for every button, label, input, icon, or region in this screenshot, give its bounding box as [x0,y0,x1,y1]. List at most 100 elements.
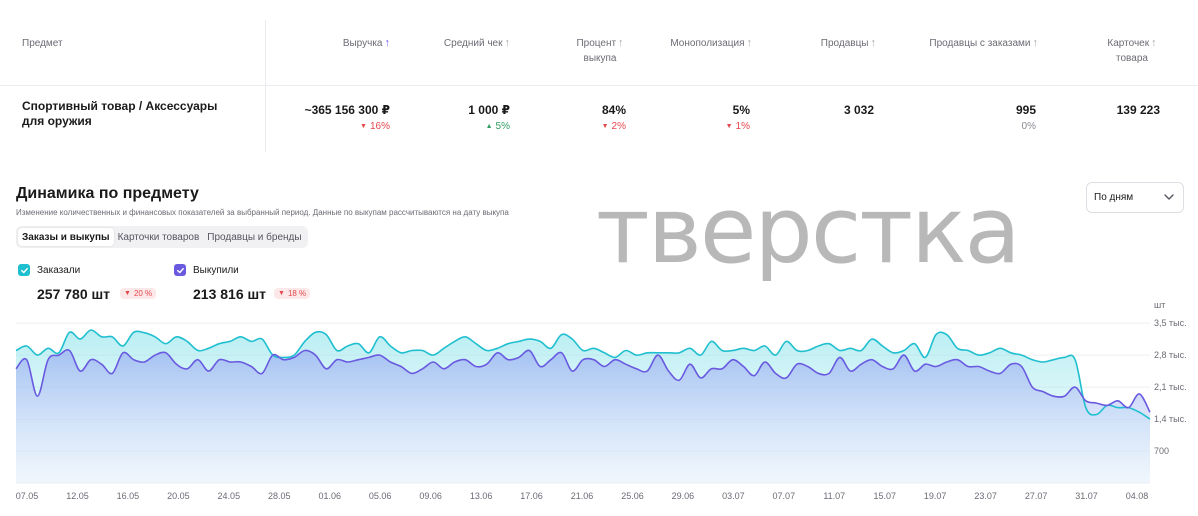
x-tick-label: 27.07 [1025,491,1048,501]
series-line-buyouts[interactable] [15,349,1151,413]
tab-sellers-brands[interactable]: Продавцы и бренды [207,232,302,243]
y-unit-label: шт [1154,300,1165,310]
header-buyout[interactable]: Процент ↑ выкупа [570,37,630,65]
check-icon [20,267,28,273]
x-tick-label: 29.06 [672,491,695,501]
header-sellers-with-orders-label: Продавцы с заказами [929,38,1031,49]
chart-areas [15,329,1151,483]
column-divider [265,20,266,152]
checkbox-buyouts[interactable] [174,264,186,276]
dynamics-chart[interactable]: 3,5 тыс. 2,8 тыс. 2,1 тыс. 1,4 тыс. 700 шт 07… [0,300,1198,516]
y-tick-label: 3,5 тыс. [1154,318,1187,328]
revenue-change: ▼ 16% [330,121,390,132]
header-cards-label: Карточек [1107,38,1150,49]
period-select-value: По дням [1094,192,1134,203]
sort-arrow-icon[interactable]: ↑ [384,37,391,49]
header-subject[interactable]: Предмет [22,37,63,50]
x-tick-label: 17.06 [520,491,543,501]
x-tick-label: 15.07 [873,491,896,501]
buyouts-change-badge: ▼ 18 % [274,288,311,299]
header-revenue[interactable]: Выручка ↑ [320,37,390,50]
revenue-change-value: 16% [369,121,390,132]
x-tick-label: 07.07 [773,491,796,501]
down-triangle-icon: ▼ [278,290,285,297]
checkbox-orders[interactable] [18,264,30,276]
x-tick-label: 05.06 [369,491,392,501]
x-tick-label: 12.05 [66,491,89,501]
monopolization-value: 5% [732,103,750,117]
x-tick-label: 25.06 [621,491,644,501]
x-tick-label: 07.05 [16,491,39,501]
sort-arrow-icon[interactable]: ↑ [1032,37,1039,49]
x-tick-label: 11.07 [823,491,845,501]
avg-check-change-value: 5% [495,121,510,132]
down-triangle-icon: ▼ [725,123,733,130]
header-sellers[interactable]: Продавцы ↑ [790,37,876,50]
buyout-change-value: 2% [611,121,626,132]
header-revenue-label: Выручка [342,38,383,49]
x-tick-label: 31.07 [1075,491,1098,501]
header-avg-check[interactable]: Средний чек ↑ [420,37,510,50]
legend-orders[interactable]: Заказали [18,264,80,276]
header-buyout-label-line2: выкупа [583,53,617,64]
orders-change-value: 20 % [133,289,153,298]
watermark-logo: тверстка [596,177,1021,284]
x-tick-label: 13.06 [470,491,493,501]
section-title: Динамика по предмету [16,185,199,202]
section-description: Изменение количественных и финансовых по… [16,208,509,217]
buyouts-change-value: 18 % [287,289,307,298]
x-tick-label: 28.05 [268,491,291,501]
tab-orders-buyouts[interactable]: Заказы и выкупы [18,228,114,246]
header-buyout-label: Процент [576,38,617,49]
down-triangle-icon: ▼ [601,123,609,130]
period-select[interactable]: По дням [1086,182,1184,213]
header-avg-check-label: Средний чек [443,38,503,49]
sort-arrow-icon[interactable]: ↑ [746,37,753,49]
chart-tabs: Заказы и выкупы Карточки товаров Продавц… [16,226,308,248]
avg-check-change: ▲ 5% [450,121,510,132]
revenue-value: ~365 156 300 ₽ [304,103,390,117]
y-tick-label: 700 [1154,446,1169,456]
up-triangle-icon: ▲ [485,123,493,130]
sort-arrow-icon[interactable]: ↑ [1151,37,1157,49]
sellers-with-orders-change: 0% [1021,121,1036,132]
x-tick-label: 16.05 [117,491,140,501]
x-tick-label: 03.07 [722,491,745,501]
legend-buyouts[interactable]: Выкупили [174,264,239,276]
buyouts-total: 213 816 шт [193,286,267,302]
subject-table: Предмет Выручка ↑ Средний чек ↑ Процент ↑ в… [0,0,1198,152]
subject-name[interactable]: Спортивный товар / Аксессуары для оружия [22,99,218,128]
y-axis: 3,5 тыс. 2,8 тыс. 2,1 тыс. 1,4 тыс. 700 шт [1154,300,1187,456]
x-tick-label: 24.05 [218,491,241,501]
x-tick-label: 23.07 [974,491,997,501]
x-tick-label: 04.08 [1126,491,1149,501]
series-area-buyouts [16,349,1150,483]
x-tick-label: 19.07 [924,491,947,501]
x-tick-label: 20.05 [167,491,190,501]
sort-arrow-icon[interactable]: ↑ [504,37,511,49]
x-tick-label: 21.06 [571,491,594,501]
avg-check-value: 1 000 ₽ [468,103,510,117]
header-cards[interactable]: Карточек ↑ товара [1100,37,1164,65]
header-sellers-label: Продавцы [820,38,869,49]
legend-buyouts-label: Выкупили [193,264,239,276]
cards-value: 139 223 [1116,103,1160,117]
x-tick-label: 01.06 [318,491,341,501]
header-monopolization-label: Монополизация [670,38,745,49]
sort-arrow-icon[interactable]: ↑ [870,37,877,49]
header-sellers-with-orders[interactable]: Продавцы с заказами ↑ [900,37,1038,50]
sellers-with-orders-value: 995 [1015,103,1036,117]
sort-arrow-icon[interactable]: ↑ [618,37,624,49]
series-line-orders[interactable] [15,329,1151,420]
y-tick-label: 2,8 тыс. [1154,350,1187,360]
x-tick-label: 09.06 [419,491,442,501]
tab-product-cards[interactable]: Карточки товаров [117,232,200,243]
down-triangle-icon: ▼ [360,123,367,130]
orders-change-badge: ▼ 20 % [120,288,157,299]
down-triangle-icon: ▼ [124,290,131,297]
header-monopolization[interactable]: Монополизация ↑ [650,37,752,50]
monopolization-change: ▼ 1% [690,121,750,132]
y-tick-label: 2,1 тыс. [1154,382,1187,392]
chevron-down-icon [1164,194,1174,200]
buyout-change: ▼ 2% [566,121,626,132]
